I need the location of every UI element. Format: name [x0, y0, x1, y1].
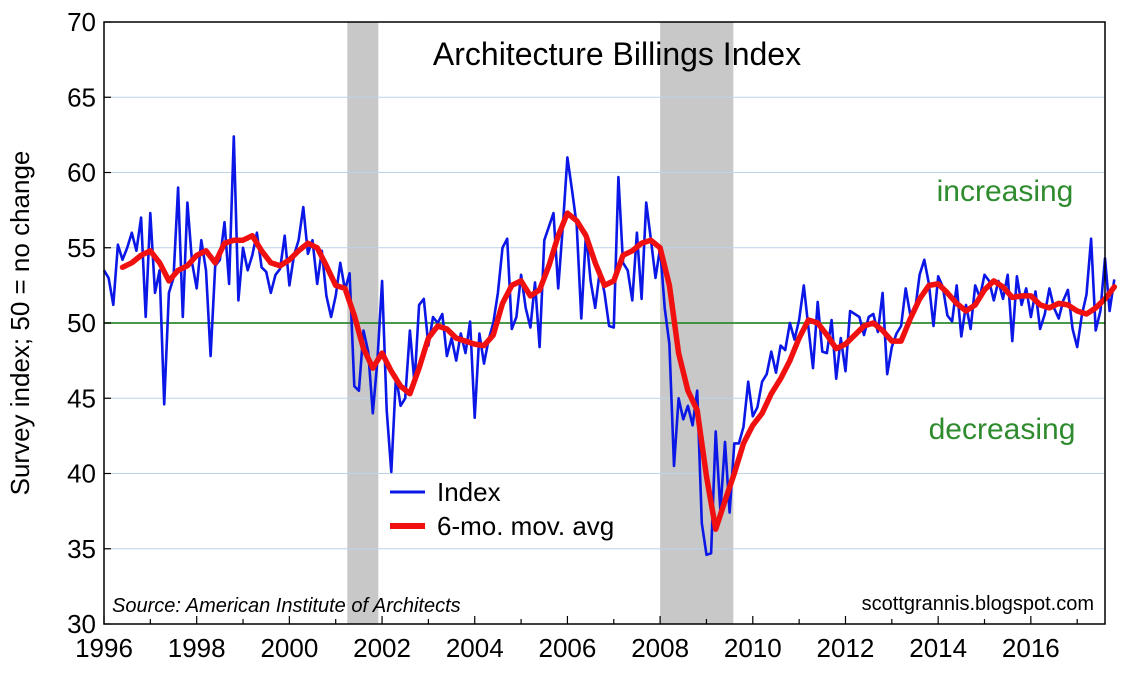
x-tick-label-2010: 2010	[724, 633, 782, 663]
annotation-decreasing: decreasing	[929, 413, 1076, 446]
y-tick-label-65: 65	[67, 82, 96, 112]
y-tick-label-35: 35	[67, 534, 96, 564]
series-lines	[102, 135, 1118, 557]
chart-title: Architecture Billings Index	[433, 36, 801, 72]
x-tick-label-2002: 2002	[353, 633, 411, 663]
x-tick-label-2012: 2012	[817, 633, 875, 663]
y-tick-label-50: 50	[67, 308, 96, 338]
y-tick-labels: 30 35 40 45 50 55 60 65 70	[67, 7, 111, 639]
y-tick-label-60: 60	[67, 158, 96, 188]
legend-label-index: Index	[437, 477, 501, 507]
series-moving-average-line	[119, 210, 1118, 532]
legend: Index 6-mo. mov. avg	[390, 477, 614, 541]
source-note: Source: American Institute of Architects	[112, 595, 461, 617]
series-index-line	[102, 135, 1116, 557]
blog-credit: scottgrannis.blogspot.com	[862, 593, 1094, 615]
x-tick-label-2014: 2014	[909, 633, 967, 663]
x-tick-label-1996: 1996	[75, 633, 133, 663]
y-tick-label-55: 55	[67, 233, 96, 263]
x-tick-label-2008: 2008	[631, 633, 689, 663]
annotation-increasing: increasing	[937, 175, 1074, 208]
y-tick-label-40: 40	[67, 459, 96, 489]
x-tick-labels: 1996 1998 2000 2002 2004 2006 2008 2010 2012 2014…	[75, 616, 1078, 663]
y-axis-label: Survey index; 50 = no change	[5, 151, 35, 496]
x-tick-label-2016: 2016	[1002, 633, 1060, 663]
y-tick-label-45: 45	[67, 383, 96, 413]
x-tick-label-2004: 2004	[446, 633, 504, 663]
x-tick-label-1998: 1998	[168, 633, 226, 663]
y-tick-label-70: 70	[67, 7, 96, 37]
x-tick-label-2000: 2000	[260, 633, 318, 663]
legend-label-avg: 6-mo. mov. avg	[437, 511, 614, 541]
x-tick-label-2006: 2006	[539, 633, 597, 663]
y-tick-label-30: 30	[67, 609, 96, 639]
